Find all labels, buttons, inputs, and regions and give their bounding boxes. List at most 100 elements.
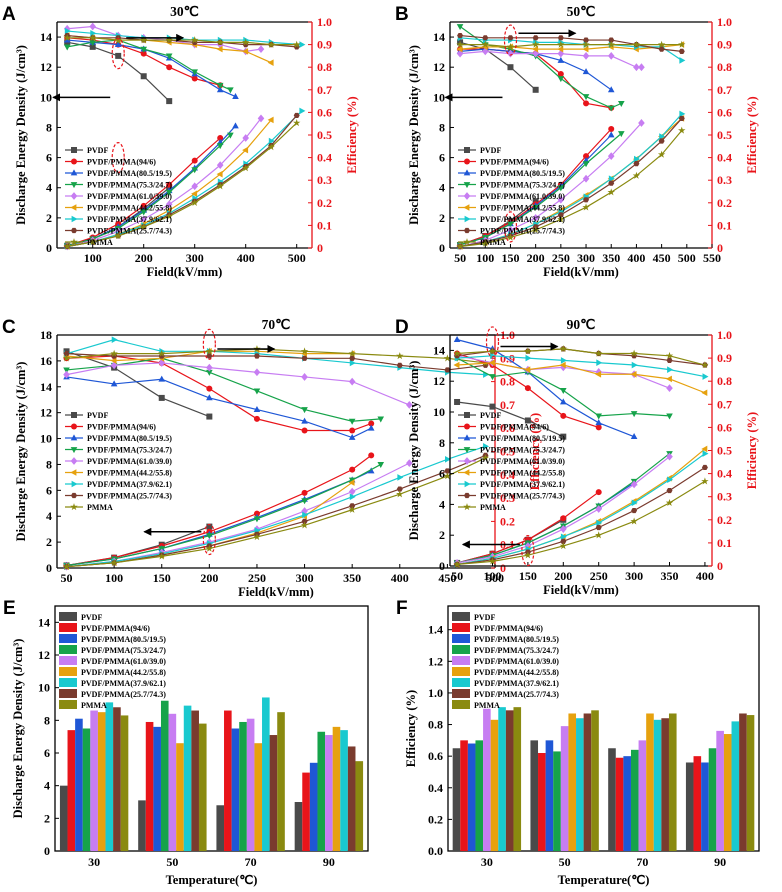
energy-point: [63, 242, 71, 250]
bar: [332, 726, 341, 851]
energy-point: [638, 119, 645, 127]
y-tick-label: 6: [439, 467, 445, 481]
efficiency-point: [666, 413, 673, 420]
y2-tick-label: 0.3: [500, 491, 515, 505]
y-tick-label: 4: [439, 181, 445, 195]
efficiency-point: [63, 36, 71, 43]
energy-point: [524, 551, 532, 559]
bar: [198, 723, 207, 851]
efficiency-point: [114, 36, 122, 44]
legend-label: PVDF/PMMA(75.3/24.7): [480, 181, 565, 190]
efficiency-point: [166, 98, 173, 105]
efficiency-point: [559, 361, 566, 369]
highlight-ellipse: [503, 24, 518, 56]
efficiency-point: [702, 373, 709, 380]
x-tick-label: 300: [577, 251, 595, 265]
energy-point: [608, 175, 615, 182]
efficiency-point: [532, 35, 539, 41]
efficiency-point: [453, 361, 460, 369]
energy-point: [242, 146, 249, 154]
legend-marker: [71, 412, 77, 418]
efficiency-point: [631, 361, 638, 369]
efficiency-point: [88, 33, 97, 41]
efficiency-point: [630, 370, 637, 378]
y-tick-label: 0: [44, 844, 50, 858]
efficiency-point: [665, 351, 674, 359]
y-tick-label: 12: [40, 406, 52, 420]
legend-label: PVDF: [87, 146, 108, 155]
x-tick-label: 70: [245, 855, 257, 869]
legend-label: PVDF/PMMA(61.0/39.0): [480, 457, 565, 466]
y-tick-label: 8: [44, 713, 50, 727]
legend-label: PVDF/PMMA(25.7/74.3): [81, 690, 166, 699]
energy-point: [560, 533, 567, 541]
energy-point: [596, 519, 603, 527]
energy-point: [657, 150, 666, 158]
legend-swatch: [59, 645, 77, 654]
energy-point: [583, 197, 590, 203]
x-tick-label: 400: [696, 569, 714, 583]
y2-axis-label: Efficiency (%): [745, 412, 759, 489]
efficiency-point: [557, 35, 564, 41]
efficiency-line: [460, 50, 642, 68]
y-tick-label: 4: [46, 509, 52, 523]
x-tick-label: 400: [237, 251, 255, 265]
energy-point: [701, 464, 708, 471]
bar: [505, 710, 514, 851]
legend-label: PMMA: [480, 238, 506, 247]
x-tick-label: 70: [636, 855, 648, 869]
bar: [483, 708, 491, 851]
legend-marker: [463, 238, 471, 246]
y-tick-label: 2: [46, 535, 52, 549]
energy-point: [267, 116, 274, 124]
legend-marker: [463, 434, 471, 441]
y-tick-label: 0: [46, 561, 52, 575]
bar: [623, 756, 631, 851]
bar: [231, 728, 240, 851]
legend-marker: [463, 192, 471, 200]
energy-point: [216, 170, 223, 178]
panel-letter: A: [2, 4, 16, 25]
energy-point: [348, 479, 355, 486]
efficiency-point: [63, 44, 71, 51]
plot-frame: [447, 605, 760, 852]
efficiency-point: [89, 39, 96, 46]
legend-label: PVDF/PMMA(25.7/74.3): [480, 227, 565, 236]
x-tick-label: 200: [554, 569, 572, 583]
x-tick-label: 50: [559, 855, 571, 869]
efficiency-point: [396, 362, 403, 368]
legend-marker: [71, 147, 77, 153]
bar: [105, 702, 114, 851]
efficiency-point: [596, 359, 603, 367]
y2-tick-label: 0.3: [717, 173, 732, 187]
energy-line: [66, 454, 372, 567]
efficiency-point: [227, 87, 234, 94]
legend-label: PVDF/PMMA(37.9/62.1): [81, 679, 166, 688]
y-tick-label: 10: [40, 432, 52, 446]
legend-swatch: [452, 612, 470, 621]
efficiency-point: [607, 40, 615, 48]
x-tick-label: 100: [483, 569, 501, 583]
energy-point: [257, 114, 265, 123]
efficiency-point: [595, 370, 602, 378]
efficiency-point: [110, 380, 118, 387]
efficiency-point: [110, 349, 118, 357]
y-tick-label: 12: [433, 60, 445, 74]
y-tick-label: 10: [433, 90, 445, 104]
efficiency-point: [489, 403, 496, 410]
legend-swatch: [59, 700, 77, 709]
energy-line: [67, 110, 303, 248]
x-tick-label: 350: [661, 569, 679, 583]
efficiency-point: [630, 411, 638, 418]
efficiency-point: [115, 52, 122, 59]
legend-label: PVDF/PMMA(44.2/55.8): [474, 668, 559, 677]
y2-tick-label: 0.4: [317, 151, 332, 165]
efficiency-point: [701, 389, 708, 397]
energy-point: [165, 200, 173, 209]
y-axis-label: Discharge Energy Density (J/cm³): [407, 361, 421, 541]
legend-label: PVDF/PMMA(37.9/62.1): [480, 480, 565, 489]
efficiency-point: [140, 73, 147, 80]
y2-axis-label: Efficiency (%): [345, 96, 359, 173]
efficiency-point: [630, 433, 638, 440]
energy-point: [62, 562, 71, 570]
